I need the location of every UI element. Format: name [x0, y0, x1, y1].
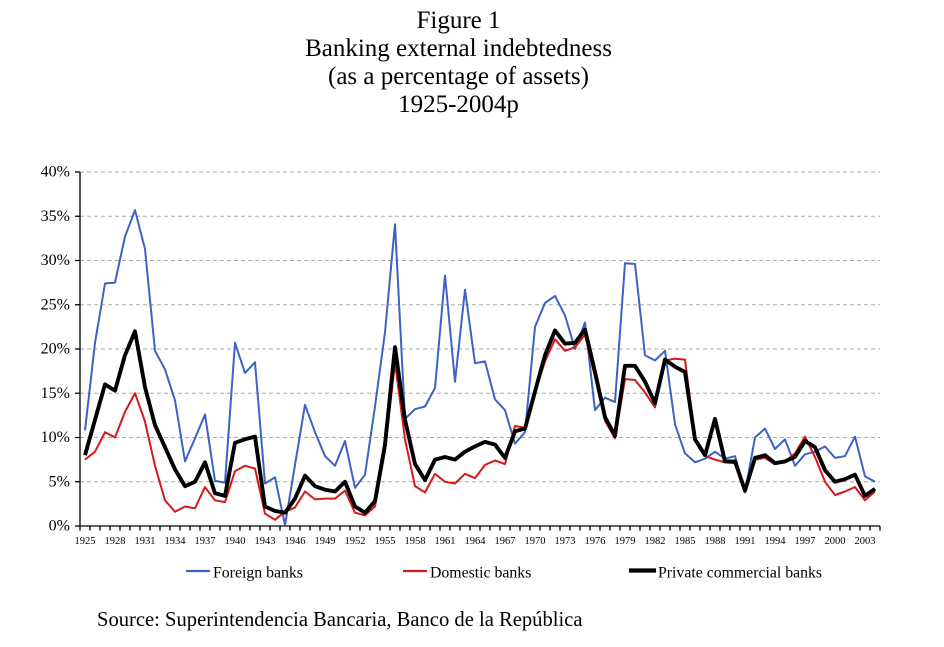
svg-text:1934: 1934 [165, 536, 187, 547]
svg-text:1973: 1973 [555, 536, 576, 547]
svg-text:2000: 2000 [825, 536, 846, 547]
svg-text:1949: 1949 [315, 536, 336, 547]
svg-text:1982: 1982 [645, 536, 666, 547]
svg-text:1925-2004p: 1925-2004p [398, 91, 519, 118]
svg-text:Source: Superintendencia Banca: Source: Superintendencia Bancaria, Banco… [97, 609, 582, 631]
svg-text:35%: 35% [41, 208, 70, 225]
svg-text:1937: 1937 [195, 536, 216, 547]
svg-text:Private commercial banks: Private commercial banks [658, 565, 822, 582]
svg-text:1961: 1961 [435, 536, 456, 547]
svg-text:2003: 2003 [855, 536, 876, 547]
svg-text:15%: 15% [41, 385, 70, 402]
svg-text:20%: 20% [41, 341, 70, 358]
svg-text:(as a percentage of assets): (as a percentage of assets) [328, 63, 589, 90]
svg-text:1928: 1928 [105, 536, 126, 547]
svg-text:1985: 1985 [675, 536, 696, 547]
svg-text:1994: 1994 [765, 536, 787, 547]
svg-text:1943: 1943 [255, 536, 276, 547]
svg-text:1955: 1955 [375, 536, 396, 547]
svg-text:Banking external indebtedness: Banking external indebtedness [305, 35, 612, 62]
svg-text:1979: 1979 [615, 536, 636, 547]
svg-text:40%: 40% [41, 164, 70, 181]
svg-text:1967: 1967 [495, 536, 516, 547]
svg-text:1925: 1925 [75, 536, 96, 547]
svg-text:1964: 1964 [465, 536, 487, 547]
svg-text:1946: 1946 [285, 536, 306, 547]
svg-text:1931: 1931 [135, 536, 156, 547]
svg-text:1970: 1970 [525, 536, 546, 547]
svg-text:Domestic banks: Domestic banks [430, 565, 531, 582]
svg-text:1940: 1940 [225, 536, 246, 547]
svg-text:10%: 10% [41, 429, 70, 446]
svg-text:1988: 1988 [705, 536, 726, 547]
svg-text:1997: 1997 [795, 536, 816, 547]
svg-text:5%: 5% [49, 473, 70, 490]
svg-text:25%: 25% [41, 296, 70, 313]
svg-text:1958: 1958 [405, 536, 426, 547]
svg-text:0%: 0% [49, 518, 70, 535]
svg-text:Figure 1: Figure 1 [416, 7, 500, 34]
svg-text:Foreign banks: Foreign banks [213, 565, 303, 582]
svg-text:1976: 1976 [585, 536, 606, 547]
svg-text:1991: 1991 [735, 536, 756, 547]
svg-text:1952: 1952 [345, 536, 366, 547]
svg-text:30%: 30% [41, 252, 70, 269]
